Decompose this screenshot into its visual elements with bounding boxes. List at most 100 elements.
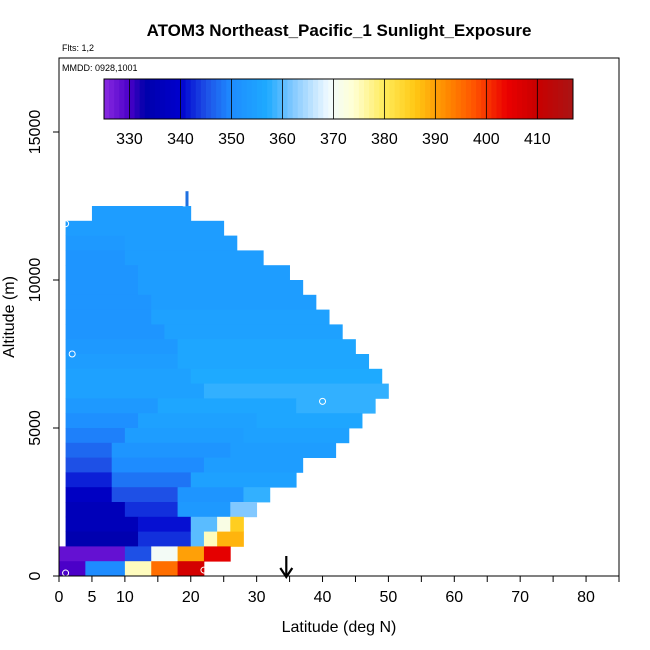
heatmap-cell bbox=[151, 561, 178, 577]
colorbar-swatch bbox=[445, 79, 452, 119]
x-tick-label: 60 bbox=[445, 589, 463, 606]
colorbar-swatch bbox=[425, 79, 431, 119]
colorbar-tick-label: 340 bbox=[167, 131, 194, 148]
heatmap-cell bbox=[203, 457, 304, 473]
heatmap-cell bbox=[138, 531, 192, 547]
heatmap-cell bbox=[65, 235, 126, 251]
heatmap-cell bbox=[65, 502, 126, 518]
colorbar-swatch bbox=[175, 79, 181, 119]
colorbar-swatch bbox=[516, 79, 523, 119]
y-tick-label: 15000 bbox=[27, 110, 44, 155]
heatmap-cell bbox=[59, 546, 126, 562]
heatmap-cell bbox=[124, 250, 264, 266]
x-tick-label: 5 bbox=[87, 589, 96, 606]
colorbar-swatch bbox=[404, 79, 411, 119]
colorbar-swatch bbox=[144, 79, 151, 119]
colorbar-swatch bbox=[471, 79, 477, 119]
colorbar-swatch bbox=[200, 79, 207, 119]
heatmap-cell bbox=[91, 206, 192, 222]
heatmap-cells bbox=[59, 206, 389, 577]
colorbar-swatch bbox=[532, 79, 538, 119]
heatmap-cell bbox=[59, 561, 86, 577]
x-tick-label: 80 bbox=[577, 589, 595, 606]
heatmap-cell bbox=[177, 354, 370, 370]
heatmap-cell bbox=[124, 561, 152, 577]
colorbar-swatch bbox=[435, 79, 441, 119]
heatmap-cell bbox=[124, 235, 238, 251]
colorbar-swatch bbox=[562, 79, 569, 119]
colorbar-swatch bbox=[180, 79, 187, 119]
colorbar-swatch bbox=[170, 79, 176, 119]
heatmap-cell bbox=[138, 413, 258, 429]
colorbar-swatch bbox=[226, 79, 232, 119]
colorbar-swatch bbox=[527, 79, 533, 119]
heatmap-cell bbox=[157, 398, 297, 414]
colorbar-swatch bbox=[190, 79, 197, 119]
colorbar-swatch bbox=[547, 79, 554, 119]
y-tick-label: 10000 bbox=[27, 258, 44, 303]
heatmap-cell bbox=[177, 487, 244, 503]
heatmap-cell bbox=[177, 339, 356, 355]
colorbar-tick-label: 350 bbox=[218, 131, 245, 148]
colorbar-swatch bbox=[216, 79, 222, 119]
heatmap-cell bbox=[65, 280, 139, 296]
dates-text: MMDD: 0928,1001 bbox=[62, 63, 138, 73]
colorbar-tick-label: 390 bbox=[422, 131, 449, 148]
colorbar-swatch bbox=[476, 79, 482, 119]
colorbar-swatch bbox=[537, 79, 543, 119]
colorbar-swatch bbox=[114, 79, 120, 119]
heatmap-cell bbox=[190, 531, 205, 547]
x-tick-label: 40 bbox=[314, 589, 332, 606]
heatmap-cell bbox=[217, 531, 244, 547]
x-tick-label: 10 bbox=[116, 589, 134, 606]
colorbar-tick-label: 360 bbox=[269, 131, 296, 148]
open-marker bbox=[319, 267, 327, 275]
colorbar-swatch bbox=[134, 79, 141, 119]
heatmap-cell bbox=[111, 457, 205, 473]
heatmap-cell bbox=[190, 472, 297, 488]
heatmap-cell bbox=[230, 502, 258, 518]
y-axis-label: Altitude (m) bbox=[1, 276, 18, 358]
colorbar-swatch bbox=[369, 79, 375, 119]
colorbar-tick-label: 330 bbox=[116, 131, 143, 148]
colorbar-swatch bbox=[440, 79, 447, 119]
colorbar-swatch bbox=[292, 79, 299, 119]
heatmap-cell bbox=[65, 339, 178, 355]
x-axis-label: Latitude (deg N) bbox=[282, 619, 397, 636]
colorbar-swatch bbox=[124, 79, 130, 119]
heatmap-cell bbox=[230, 516, 244, 532]
colorbar-swatch bbox=[129, 79, 136, 119]
colorbar-swatch bbox=[455, 79, 462, 119]
heatmap-cell bbox=[151, 309, 330, 325]
heatmap-cell bbox=[164, 324, 343, 340]
open-marker bbox=[68, 350, 76, 358]
colorbar-swatch bbox=[307, 79, 314, 119]
top-data-point bbox=[185, 191, 189, 206]
colorbar-swatch bbox=[205, 79, 212, 119]
heatmap-cell bbox=[138, 265, 290, 281]
colorbar-swatch bbox=[333, 79, 339, 119]
colorbar-swatch bbox=[119, 79, 125, 119]
colorbar-swatch bbox=[522, 79, 528, 119]
colorbar-swatch bbox=[358, 79, 365, 119]
x-tick-label: 20 bbox=[182, 589, 200, 606]
colorbar-swatch bbox=[267, 79, 273, 119]
colorbar-swatch bbox=[552, 79, 559, 119]
axes: 0 5 10 20 30 40 50 60 70 80 0 5000 10000 15000 bbox=[27, 110, 620, 606]
colorbar-swatch bbox=[160, 79, 166, 119]
colorbar-tick-label: 400 bbox=[473, 131, 500, 148]
colorbar-swatch bbox=[491, 79, 498, 119]
colorbar-swatch bbox=[465, 79, 472, 119]
colorbar-swatch bbox=[272, 79, 278, 119]
colorbar-swatch bbox=[430, 79, 436, 119]
colorbar-swatch bbox=[511, 79, 518, 119]
colorbar-swatch bbox=[287, 79, 294, 119]
heatmap-cell bbox=[177, 546, 205, 562]
colorbar-swatch bbox=[353, 79, 360, 119]
flights-text: Flts: 1,2 bbox=[62, 43, 94, 53]
colorbar-swatch bbox=[338, 79, 345, 119]
heatmap-cell bbox=[256, 413, 363, 429]
colorbar-swatch bbox=[231, 79, 238, 119]
heatmap-cell bbox=[111, 472, 192, 488]
